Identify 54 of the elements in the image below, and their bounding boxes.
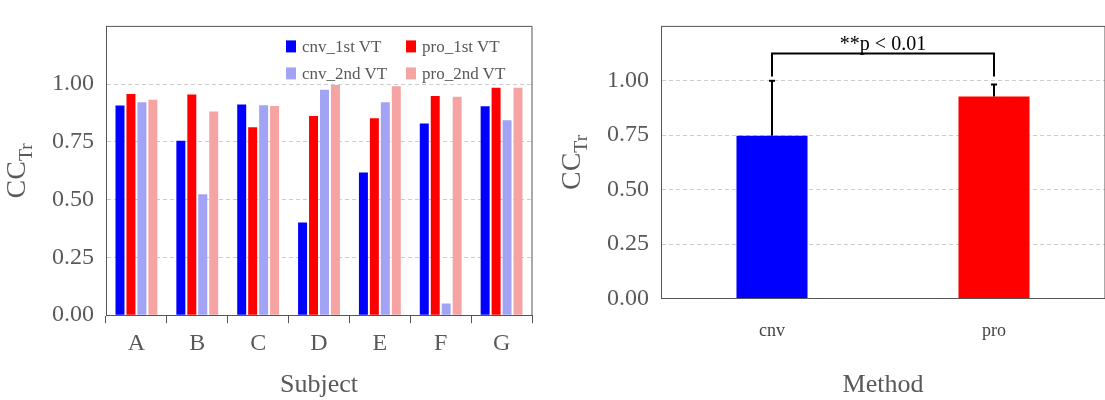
x-tick-label: F	[434, 328, 448, 355]
bar	[148, 99, 158, 315]
y-tick-label: 0.75	[52, 127, 94, 154]
bar	[358, 172, 368, 315]
y-axis-title: CCTr	[555, 134, 591, 190]
bar	[369, 118, 379, 315]
bar	[298, 222, 308, 315]
bar	[176, 140, 186, 315]
y-tick-label: 1.00	[52, 69, 94, 96]
y-tick-label: 0.25	[52, 242, 94, 269]
y-tick-label: 0.50	[52, 184, 94, 211]
bar	[441, 303, 451, 315]
x-axis-title: Method	[842, 369, 924, 398]
bar	[270, 105, 280, 315]
x-tick-label: C	[250, 328, 267, 355]
bar	[209, 111, 219, 315]
bar	[380, 102, 390, 315]
y-tick-label: 0.25	[607, 229, 649, 256]
bar	[330, 85, 340, 315]
bar	[319, 89, 329, 315]
x-tick-label: B	[189, 328, 206, 355]
bar	[480, 106, 490, 315]
annotation: **p < 0.01	[839, 32, 927, 56]
y-tick-label: 0.75	[607, 120, 649, 147]
x-tick-label: D	[310, 328, 328, 355]
bar	[452, 96, 462, 315]
y-axis-title: CCTr	[0, 142, 36, 199]
x-tick-label: A	[127, 328, 146, 355]
legend-label: pro_1st VT	[422, 36, 501, 56]
bar	[502, 120, 512, 315]
y-tick-label: 0.00	[52, 300, 94, 327]
legend-label: cnv_2nd VT	[302, 63, 388, 83]
bar	[430, 95, 440, 315]
legend-label: pro_2nd VT	[422, 63, 506, 83]
legend-label: cnv_1st VT	[302, 36, 383, 56]
x-tick-label: G	[492, 328, 511, 355]
bar	[198, 194, 208, 315]
bar	[309, 116, 319, 315]
bar	[491, 87, 501, 315]
x-tick-label: cnv	[759, 319, 785, 340]
bar	[137, 102, 147, 315]
bar	[259, 105, 269, 315]
y-tick-label: 1.00	[607, 66, 649, 93]
x-tick-label: pro	[982, 319, 1006, 340]
x-axis-title: Subject	[280, 369, 359, 398]
y-tick-label: 0.00	[607, 283, 649, 310]
bar	[391, 86, 401, 315]
x-tick-label: E	[372, 328, 388, 355]
bar	[237, 104, 247, 315]
bar	[419, 123, 429, 315]
bar	[126, 94, 136, 315]
y-tick-label: 0.50	[607, 174, 649, 201]
bar	[187, 94, 197, 315]
bar	[248, 127, 258, 315]
